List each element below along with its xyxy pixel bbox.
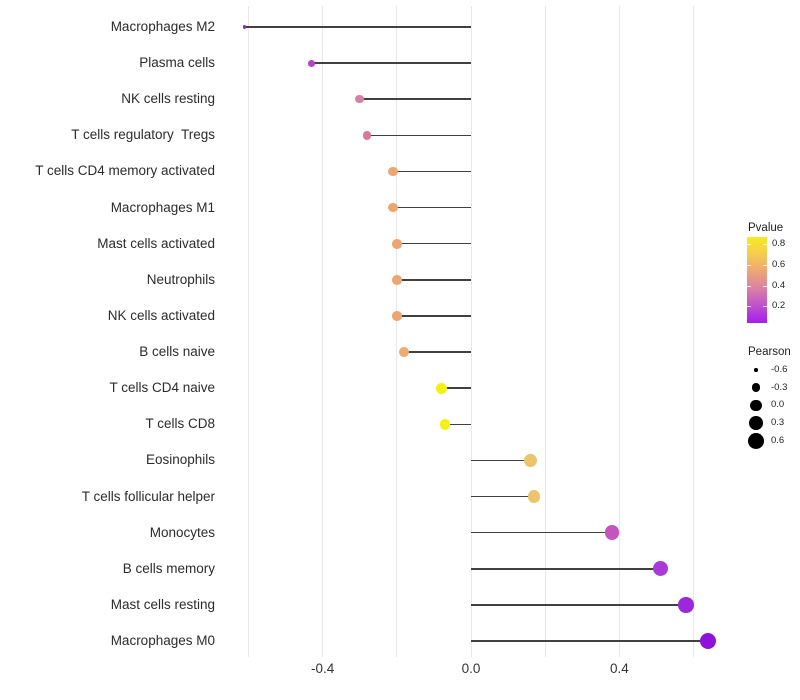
pvalue-tick-notch (763, 285, 767, 287)
lollipop-segment (244, 26, 471, 28)
lollipop-segment (471, 459, 531, 462)
lollipop-dot (527, 490, 541, 503)
lollipop-segment (471, 640, 709, 642)
pearson-size-label: 0.6 (771, 434, 785, 446)
lollipop-dot (355, 94, 364, 104)
lollipop-dot (392, 275, 402, 285)
x-tick-label: 0.4 (610, 661, 629, 676)
y-axis-label: NK cells activated (107, 307, 215, 323)
gridline-x (247, 6, 249, 657)
y-axis-label: Mast cells activated (97, 235, 215, 251)
lollipop-dot (439, 418, 451, 430)
pvalue-tick-label: 0.8 (772, 238, 786, 250)
pearson-size-dot (750, 399, 762, 412)
y-axis-label: B cells memory (122, 560, 215, 576)
pvalue-tick-notch (763, 306, 767, 308)
y-axis-label: T cells CD8 (145, 416, 215, 432)
lollipop-segment (367, 134, 471, 137)
x-tick-label: -0.4 (310, 661, 335, 676)
pvalue-tick-notch (763, 264, 767, 266)
lollipop-dot (399, 347, 410, 357)
y-axis-label: Monocytes (149, 524, 215, 540)
lollipop-dot (700, 633, 717, 650)
y-axis-label: Plasma cells (139, 55, 215, 71)
pvalue-tick-notch (747, 306, 751, 308)
x-tick-label: 0.0 (461, 661, 481, 676)
y-axis-label: T cells CD4 naive (109, 380, 215, 396)
gridline-x (396, 6, 398, 657)
lollipop-dot (435, 382, 447, 394)
lollipop-dot (652, 561, 668, 577)
pearson-size-label: -0.3 (771, 381, 788, 393)
pearson-size-label: 0.3 (771, 417, 785, 429)
y-axis-label: NK cells resting (121, 91, 215, 107)
y-axis-label: Eosinophils (145, 452, 215, 468)
lollipop-segment (311, 62, 471, 64)
lollipop-segment (471, 604, 687, 606)
lollipop-segment (393, 170, 471, 173)
pvalue-tick-label: 0.2 (772, 300, 786, 312)
gridline-x (693, 6, 695, 657)
lollipop-dot (392, 238, 402, 249)
lollipop-dot (388, 166, 398, 177)
lollipop-segment (393, 206, 471, 209)
lollipop-dot (242, 25, 247, 29)
lollipop-segment (404, 351, 471, 353)
pvalue-gradient-bar (747, 237, 767, 323)
y-axis-label: T cells regulatory Tregs (71, 127, 215, 143)
lollipop-dot (678, 597, 694, 613)
pvalue-tick-notch (747, 285, 751, 287)
gridline-x (470, 6, 472, 657)
lollipop-segment (441, 387, 471, 389)
lollipop-segment (471, 568, 661, 570)
lollipop-dot (388, 202, 398, 213)
lollipop-segment (445, 423, 471, 426)
y-axis-label: T cells CD4 memory activated (35, 163, 215, 179)
pvalue-tick-label: 0.6 (772, 258, 786, 270)
gridline-x (618, 6, 620, 657)
pvalue-tick-label: 0.4 (772, 279, 786, 291)
pearson-size-label: 0.0 (771, 399, 785, 411)
legend-pvalue-title: Pvalue (748, 222, 784, 234)
lollipop-dot (392, 311, 402, 321)
gridline-x (544, 6, 546, 657)
y-axis-label: Macrophages M0 (110, 633, 215, 649)
y-axis-label: Mast cells resting (110, 596, 215, 612)
lollipop-segment (396, 315, 471, 317)
lollipop-segment (471, 531, 612, 534)
legend-pearson-title: Pearson (748, 346, 791, 358)
y-axis-label: Macrophages M1 (110, 199, 215, 215)
pvalue-tick-notch (747, 244, 751, 246)
pearson-size-dot (748, 432, 764, 449)
y-axis-label: T cells follicular helper (81, 488, 215, 504)
lollipop-dot (362, 130, 372, 140)
lollipop-segment (396, 279, 471, 281)
pearson-size-dot (751, 383, 761, 392)
y-axis-label: B cells naive (139, 344, 215, 360)
y-axis-label: Macrophages M2 (110, 19, 215, 34)
lollipop-dot (308, 59, 315, 67)
lollipop-segment (471, 495, 535, 498)
pearson-size-label: -0.6 (771, 364, 788, 375)
gridline-x (322, 6, 324, 657)
lollipop-segment (359, 98, 471, 100)
pvalue-tick-notch (747, 264, 751, 266)
pearson-size-dot (754, 368, 758, 372)
pearson-size-dot (749, 416, 763, 430)
lollipop-dot (523, 454, 537, 467)
lollipop-dot (604, 525, 620, 540)
y-axis-label: Neutrophils (146, 271, 215, 287)
lollipop-segment (396, 242, 471, 245)
pvalue-tick-notch (763, 244, 767, 246)
